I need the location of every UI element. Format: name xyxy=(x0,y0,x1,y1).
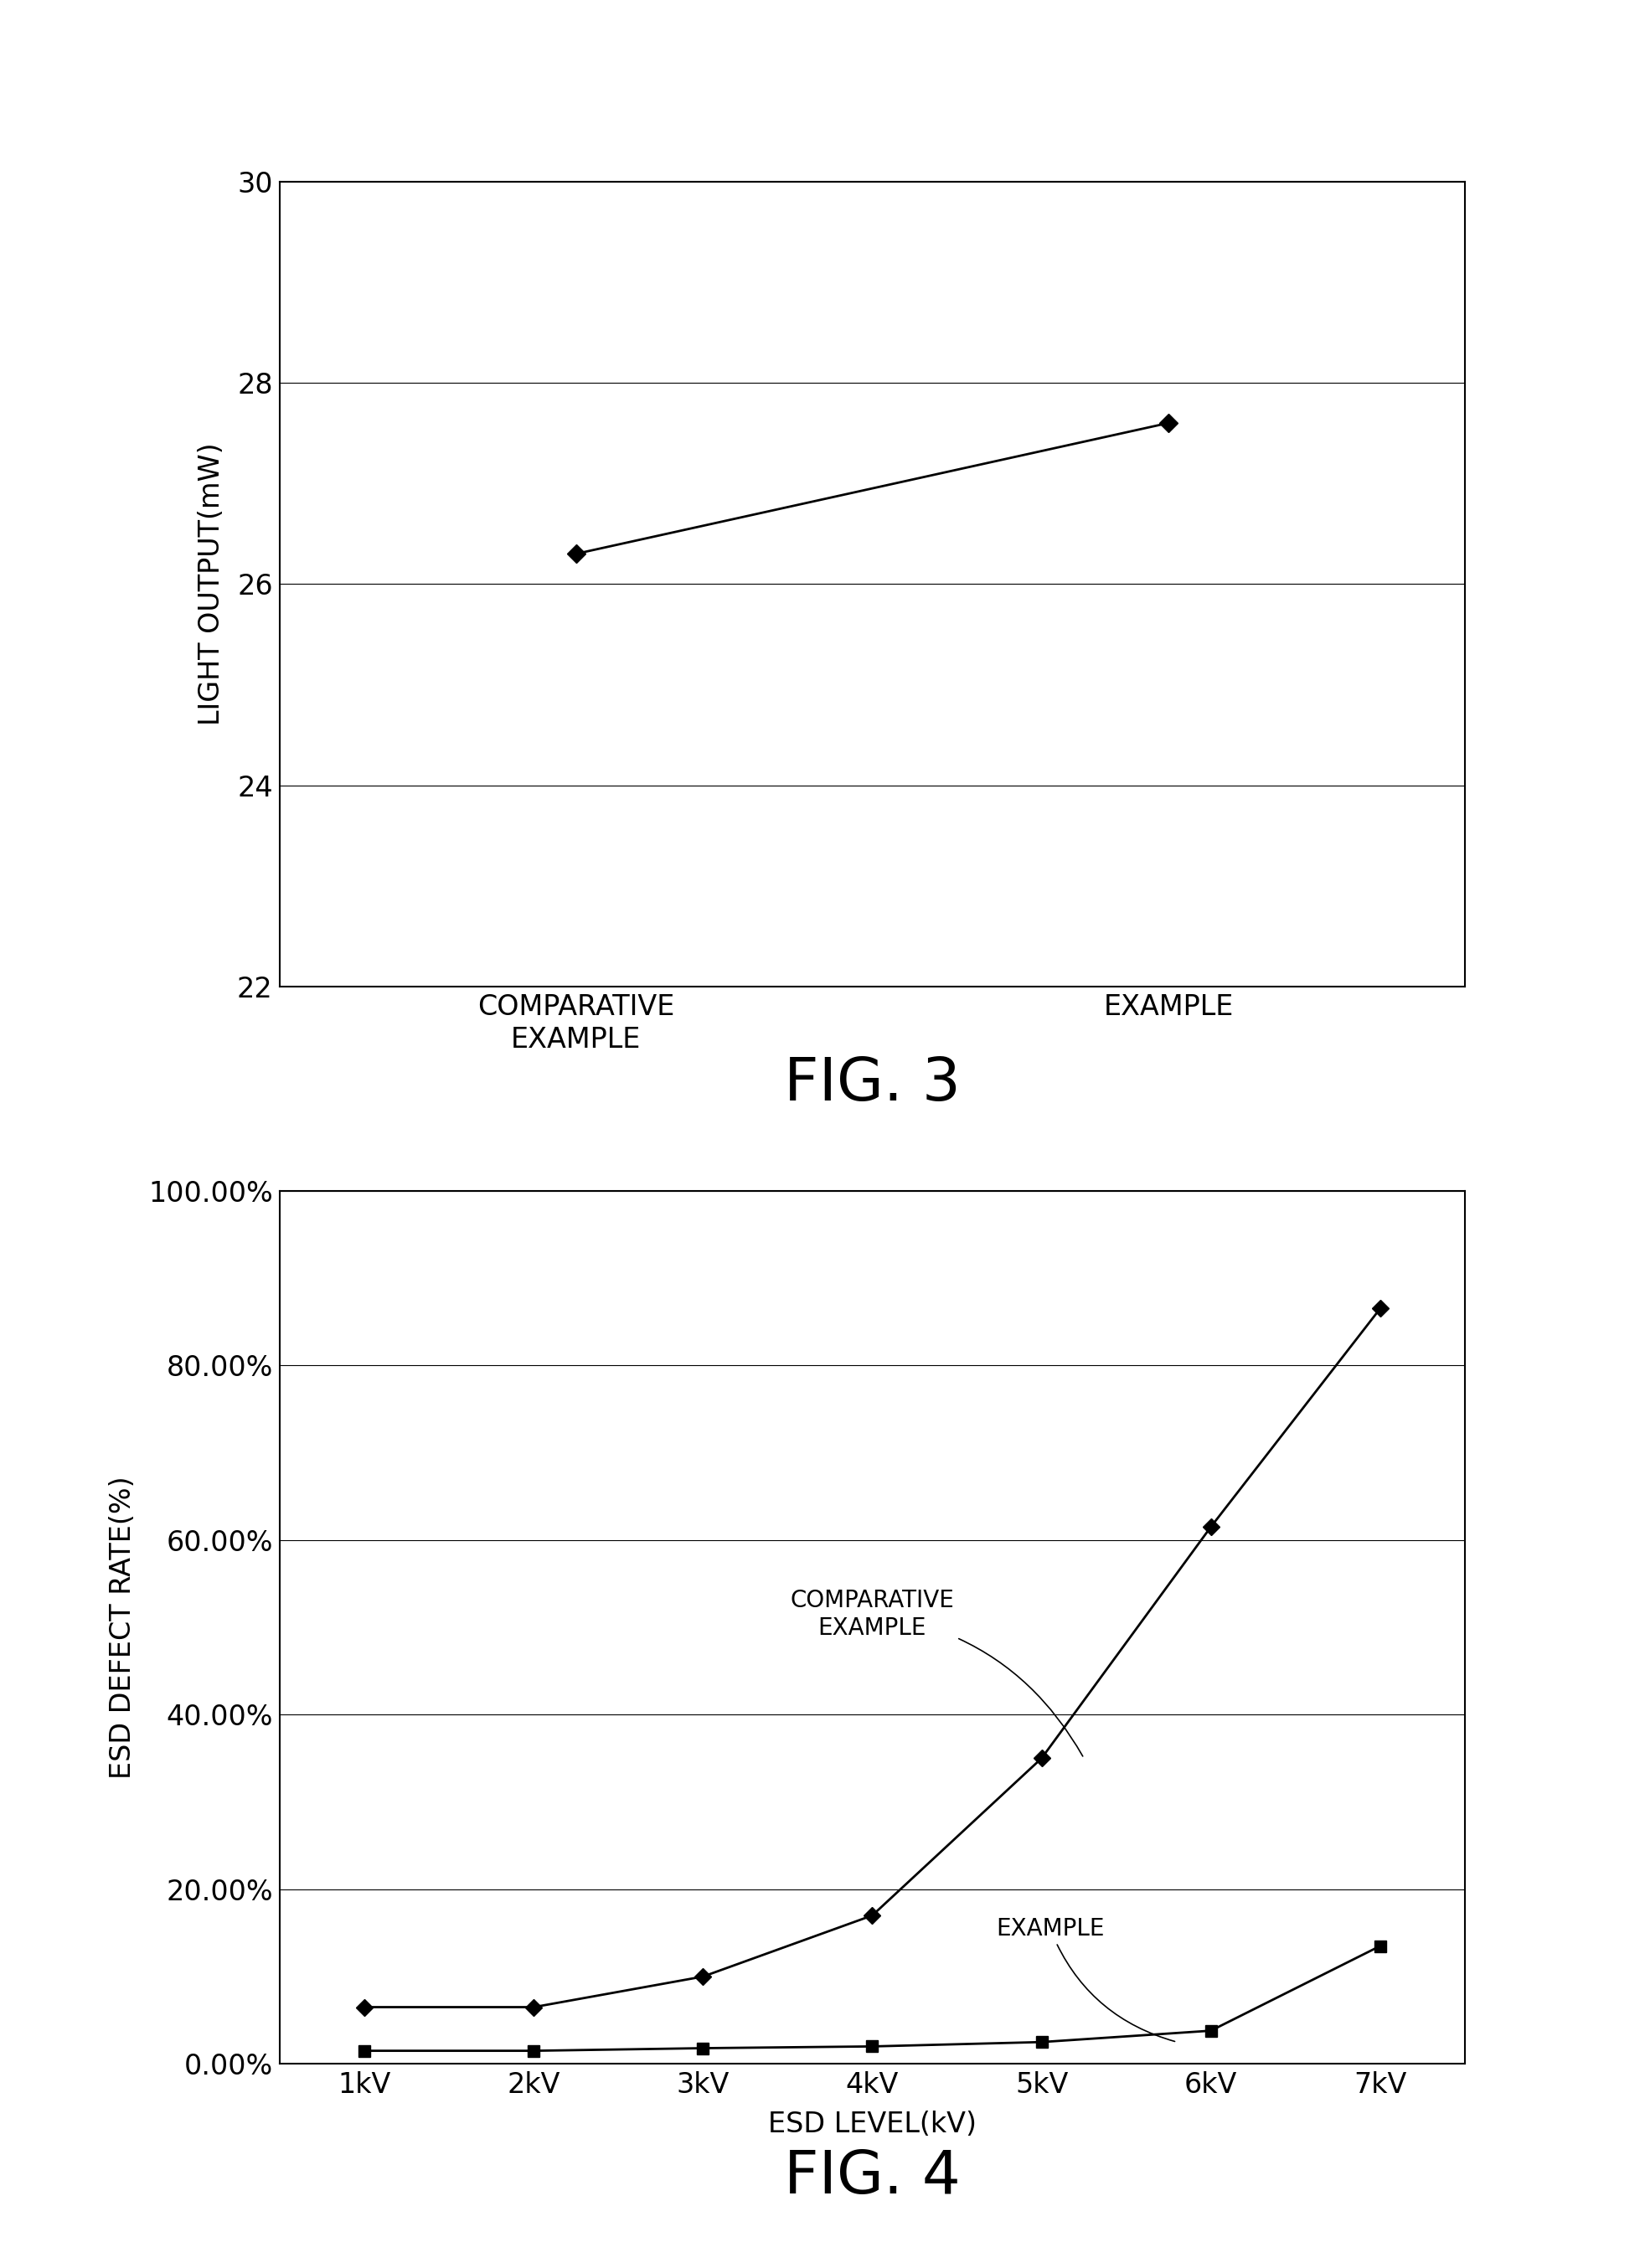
Text: EXAMPLE: EXAMPLE xyxy=(995,1916,1175,2041)
X-axis label: ESD LEVEL(kV): ESD LEVEL(kV) xyxy=(768,2109,975,2139)
Y-axis label: ESD DEFECT RATE(%): ESD DEFECT RATE(%) xyxy=(109,1476,137,1778)
Text: FIG. 3: FIG. 3 xyxy=(783,1055,961,1114)
Y-axis label: LIGHT OUTPUT(mW): LIGHT OUTPUT(mW) xyxy=(197,442,225,726)
Text: FIG. 4: FIG. 4 xyxy=(783,2148,961,2207)
Text: COMPARATIVE
EXAMPLE: COMPARATIVE EXAMPLE xyxy=(790,1590,1082,1755)
